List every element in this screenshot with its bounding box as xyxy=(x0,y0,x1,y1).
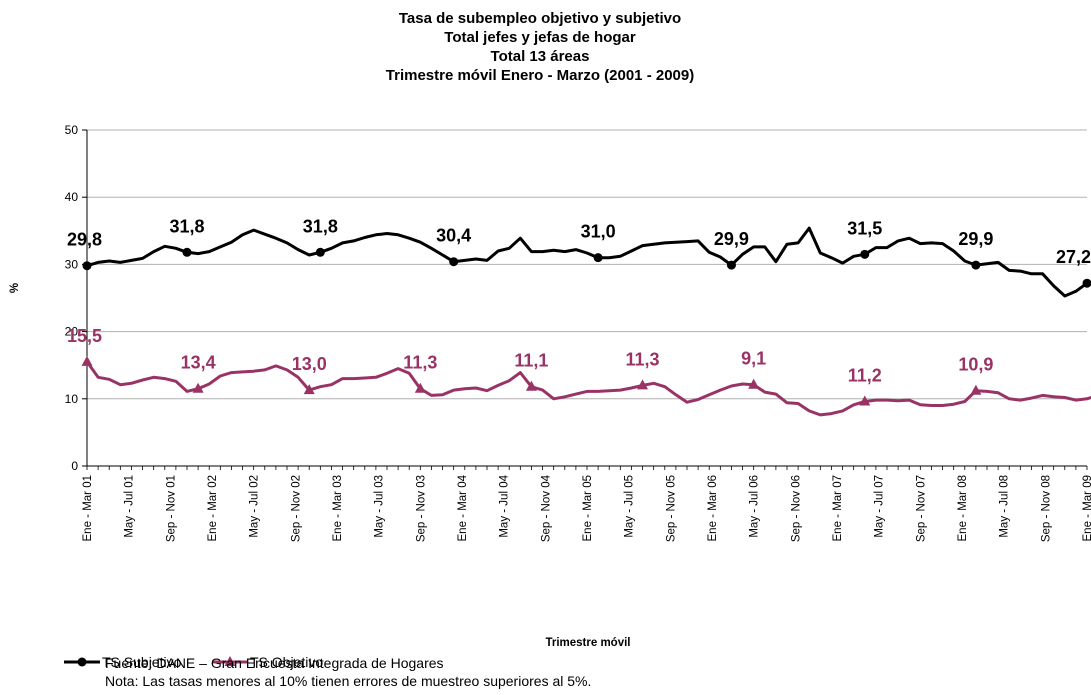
y-tick-label: 10 xyxy=(65,392,79,406)
data-label: 11,2 xyxy=(848,365,882,385)
data-label: 31,8 xyxy=(303,216,338,236)
x-tick-label: Ene - Mar 02 xyxy=(207,475,219,541)
y-tick-label: 20 xyxy=(65,325,79,339)
x-tick-label: May - Jul 03 xyxy=(374,475,386,538)
x-tick-label: Ene - Mar 07 xyxy=(832,475,844,541)
data-label: 10,9 xyxy=(958,355,993,375)
data-label: 11,3 xyxy=(403,353,437,373)
x-tick-label: May - Jul 07 xyxy=(874,475,886,538)
marker-triangle xyxy=(970,384,982,395)
data-label: 11,3 xyxy=(626,349,660,369)
x-tick-label: Sep - Nov 03 xyxy=(415,475,427,542)
legend-label: TS Objetivo xyxy=(250,654,323,670)
series-lines xyxy=(85,226,1091,417)
marker-triangle xyxy=(748,378,760,389)
legend-marker-triangle xyxy=(224,656,236,666)
x-tick-label: Ene - Mar 05 xyxy=(582,475,594,541)
x-tick-label: May - Jul 05 xyxy=(624,475,636,538)
marker-circle xyxy=(593,253,603,263)
marker-triangle xyxy=(303,384,315,395)
marker-circle xyxy=(971,260,981,270)
x-tick-label: Sep - Nov 05 xyxy=(665,475,677,542)
data-label: 13,0 xyxy=(292,354,327,374)
marker-circle xyxy=(726,260,736,270)
x-tick-label: Sep - Nov 04 xyxy=(540,474,552,542)
title-line: Tasa de subempleo objetivo y subjetivo xyxy=(399,10,681,27)
x-tick-label: Ene - Mar 09 xyxy=(1082,475,1091,541)
data-label: 27,2 xyxy=(1056,247,1091,267)
y-tick-label: 40 xyxy=(65,190,79,204)
gridlines xyxy=(87,129,1087,400)
x-tick-label: May - Jul 01 xyxy=(124,475,136,538)
legend-label: TS Subjetivo xyxy=(102,654,182,670)
marker-triangle xyxy=(414,382,426,393)
x-tick-label: Ene - Mar 06 xyxy=(707,475,719,541)
data-label: 30,4 xyxy=(436,226,471,246)
marker-circle xyxy=(82,261,92,271)
marker-circle xyxy=(182,247,192,257)
x-tick-label: May - Jul 08 xyxy=(999,475,1011,538)
data-label: 11,1 xyxy=(514,351,548,371)
x-axis-label: Trimestre móvil xyxy=(545,637,630,649)
marker-triangle xyxy=(859,395,871,406)
data-label: 31,5 xyxy=(847,218,882,238)
y-tick-labels: 0 10 20 30 40 50 xyxy=(65,123,79,473)
x-tick-label: May - Jul 06 xyxy=(749,475,761,538)
x-tick-label: Sep - Nov 06 xyxy=(790,475,802,542)
marker-circle xyxy=(449,257,459,267)
marker-triangle xyxy=(81,355,93,366)
title-line: Total 13 áreas xyxy=(491,48,590,65)
axes xyxy=(82,129,1088,470)
data-label: 29,9 xyxy=(714,229,749,249)
y-tick-label: 30 xyxy=(65,257,79,271)
source-note: Fuente: DANE – Gran Encuesta Integrada d… xyxy=(105,655,444,671)
data-label: 31,0 xyxy=(581,222,616,242)
x-tick-label: May - Jul 02 xyxy=(249,475,261,538)
data-label: 15,5 xyxy=(67,326,102,346)
title-line: Total jefes y jefas de hogar xyxy=(444,29,636,46)
marker-triangle xyxy=(637,379,649,390)
x-tick-labels: Ene - Mar 01 May - Jul 01 Sep - Nov 01 Ene … xyxy=(82,474,1091,542)
x-tick-label: May - Jul 04 xyxy=(499,474,511,537)
data-label: 29,8 xyxy=(67,230,102,250)
y-axis-label: % xyxy=(9,283,21,293)
data-label: 31,8 xyxy=(169,216,204,236)
marker-circle xyxy=(315,247,325,257)
data-label: 29,9 xyxy=(958,229,993,249)
data-label: 9,1 xyxy=(741,349,766,369)
marker-triangle xyxy=(192,382,204,393)
series-markers xyxy=(81,247,1091,406)
legend: TS Subjetivo TS Objetivo xyxy=(64,654,323,670)
y-tick-label: 0 xyxy=(71,459,78,473)
sampling-note: Nota: Las tasas menores al 10% tienen er… xyxy=(105,673,592,689)
marker-triangle xyxy=(525,380,537,391)
y-tick-label: 50 xyxy=(65,123,79,137)
marker-circle xyxy=(1082,278,1091,288)
x-tick-label: Sep - Nov 02 xyxy=(290,475,302,542)
x-tick-label: Sep - Nov 01 xyxy=(165,475,177,542)
x-tick-label: Ene - Mar 08 xyxy=(957,475,969,541)
series-line-objetivo xyxy=(85,360,1091,417)
marker-circle xyxy=(860,249,870,259)
x-tick-label: Sep - Nov 08 xyxy=(1040,475,1052,542)
x-tick-label: Ene - Mar 04 xyxy=(457,474,469,541)
title-line: Trimestre móvil Enero - Marzo (2001 - 20… xyxy=(386,67,694,84)
x-tick-label: Sep - Nov 07 xyxy=(915,475,927,542)
x-tick-label: Ene - Mar 01 xyxy=(82,475,94,541)
data-label: 13,4 xyxy=(181,353,216,373)
series-line-subjetivo xyxy=(85,226,1089,298)
legend-marker-circle xyxy=(77,657,87,667)
chart-title: Tasa de subempleo objetivo y subjetivo To… xyxy=(386,10,694,84)
x-tick-label: Ene - Mar 03 xyxy=(332,475,344,541)
data-labels: 29,8 31,8 31,8 30,4 31,0 29,9 31,5 29,9 27,2 15,5… xyxy=(67,216,1091,385)
